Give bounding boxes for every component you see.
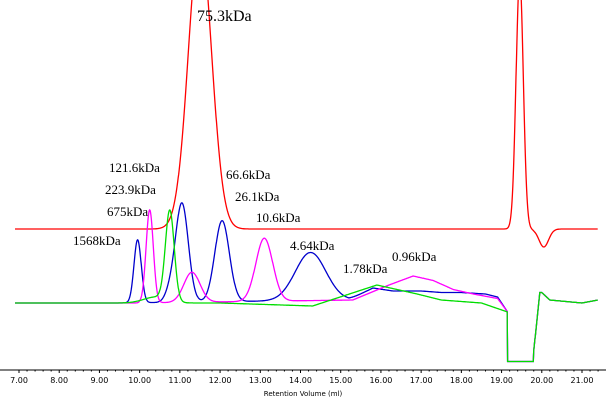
x-tick-label: 12.00 xyxy=(209,376,232,385)
peak-label: 75.3kDa xyxy=(197,8,252,25)
peak-label: 223.9kDa xyxy=(105,182,156,197)
x-tick-label: 7.00 xyxy=(10,376,28,385)
x-tick-label: 15.00 xyxy=(329,376,352,385)
peak-label: 121.6kDa xyxy=(109,160,160,175)
peak-label: 26.1kDa xyxy=(235,189,280,204)
series-layer xyxy=(15,0,598,363)
peak-label: 675kDa xyxy=(107,204,148,219)
series-line-1 xyxy=(15,0,598,248)
x-tick-label: 9.00 xyxy=(91,376,109,385)
x-tick-label: 19.00 xyxy=(490,376,513,385)
annotation-layer: 75.3kDa 121.6kDa 223.9kDa 675kDa 1568kDa 66.6… xyxy=(73,8,437,276)
x-tick-label: 11.00 xyxy=(168,376,191,385)
peak-label: 1568kDa xyxy=(73,233,121,248)
x-tick-label: 18.00 xyxy=(450,376,473,385)
x-tick-label: 13.00 xyxy=(249,376,272,385)
peak-label: 4.64kDa xyxy=(290,238,335,253)
x-tick-label: 8.00 xyxy=(50,376,68,385)
series-line-2 xyxy=(15,202,598,363)
peak-label: 0.96kDa xyxy=(392,249,437,264)
series-line-4 xyxy=(15,209,598,363)
peak-label: 10.6kDa xyxy=(256,210,301,225)
peak-label: 1.78kDa xyxy=(343,261,388,276)
x-tick-label: 20.00 xyxy=(530,376,553,385)
x-axis-title: Retention Volume (ml) xyxy=(264,390,343,398)
x-tick-label: 21.00 xyxy=(571,376,594,385)
peak-label: 66.6kDa xyxy=(226,167,271,182)
x-tick-label: 16.00 xyxy=(369,376,392,385)
x-tick-label: 10.00 xyxy=(128,376,151,385)
x-tick-label: 14.00 xyxy=(289,376,312,385)
x-tick-label: 17.00 xyxy=(410,376,433,385)
x-axis: 7.00 8.00 9.00 10.00 11.00 12.00 13.00 14.00 15.… xyxy=(0,369,606,385)
